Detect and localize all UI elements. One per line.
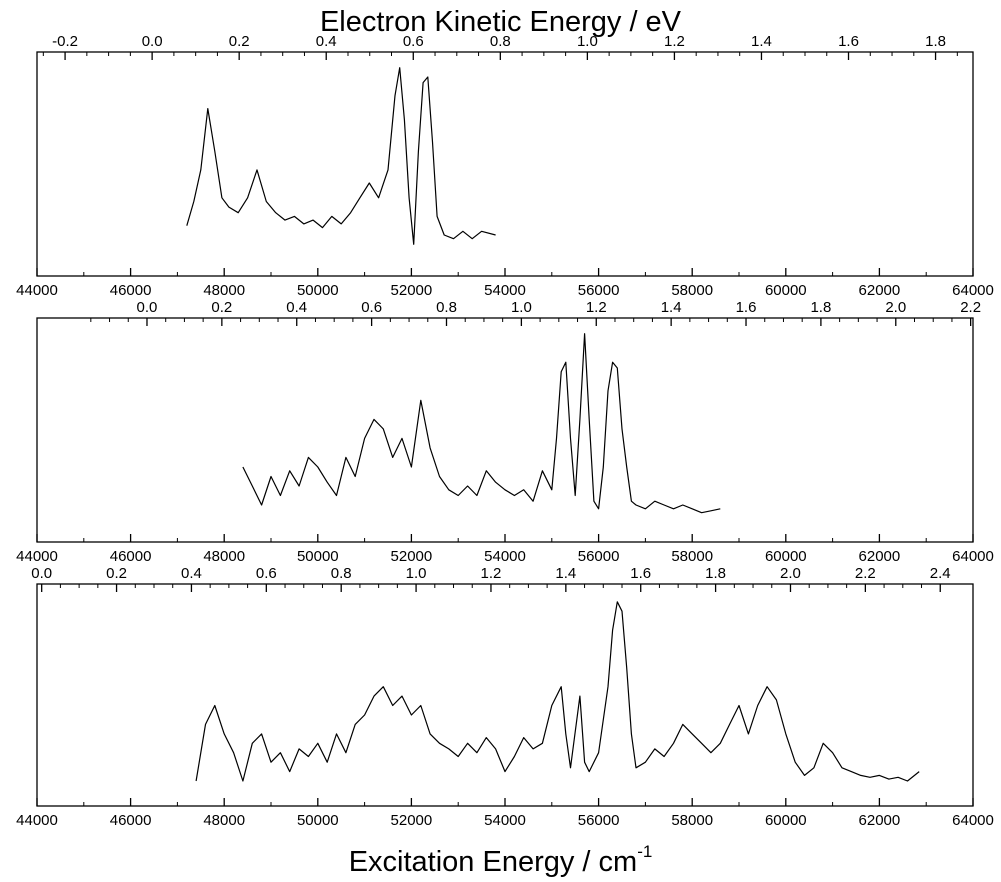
top-tick-label: 0.4 bbox=[316, 33, 337, 50]
top-tick-label: 1.6 bbox=[838, 33, 859, 50]
top-tick-label: 0.6 bbox=[361, 299, 382, 316]
top-tick-label: 0.2 bbox=[106, 565, 127, 582]
top-tick-label: -0.2 bbox=[52, 33, 78, 50]
top-tick-label: 1.6 bbox=[630, 565, 651, 582]
top-tick-label: 0.6 bbox=[403, 33, 424, 50]
top-tick-label: 2.2 bbox=[960, 299, 981, 316]
bottom-tick-label: 62000 bbox=[859, 548, 901, 565]
bottom-tick-label: 48000 bbox=[203, 812, 245, 829]
bottom-tick-label: 60000 bbox=[765, 812, 807, 829]
top-tick-label: 1.8 bbox=[810, 299, 831, 316]
bottom-tick-label: 60000 bbox=[765, 282, 807, 299]
spectrum-line bbox=[187, 68, 496, 245]
bottom-tick-label: 48000 bbox=[203, 282, 245, 299]
bottom-tick-label: 64000 bbox=[952, 548, 994, 565]
bottom-tick-label: 54000 bbox=[484, 812, 526, 829]
top-tick-label: 1.0 bbox=[577, 33, 598, 50]
bottom-tick-label: 56000 bbox=[578, 282, 620, 299]
bottom-tick-label: 58000 bbox=[671, 548, 713, 565]
bottom-tick-label: 46000 bbox=[110, 548, 152, 565]
top-tick-label: 0.2 bbox=[211, 299, 232, 316]
bottom-tick-label: 46000 bbox=[110, 282, 152, 299]
bottom-tick-label: 50000 bbox=[297, 812, 339, 829]
top-tick-label: 0.4 bbox=[286, 299, 307, 316]
top-tick-label: 0.0 bbox=[31, 565, 52, 582]
bottom-tick-label: 48000 bbox=[203, 548, 245, 565]
bottom-tick-label: 64000 bbox=[952, 282, 994, 299]
bottom-tick-label: 64000 bbox=[952, 812, 994, 829]
panel-3: 44000 46000 48000 50000 52000 54000 56000 58000… bbox=[16, 565, 994, 829]
top-tick-label: 0.6 bbox=[256, 565, 277, 582]
top-tick-label: 1.4 bbox=[661, 299, 682, 316]
spectrum-line bbox=[243, 334, 720, 513]
top-tick-label: 0.8 bbox=[490, 33, 511, 50]
bottom-tick-label: 54000 bbox=[484, 282, 526, 299]
bottom-tick-label: 52000 bbox=[391, 812, 433, 829]
bottom-tick-label: 62000 bbox=[859, 282, 901, 299]
top-tick-label: 0.2 bbox=[229, 33, 250, 50]
top-tick-label: 0.8 bbox=[436, 299, 457, 316]
bottom-tick-label: 56000 bbox=[578, 548, 620, 565]
plot-frame bbox=[37, 318, 973, 542]
top-tick-label: 1.8 bbox=[705, 565, 726, 582]
top-tick-label: 1.4 bbox=[751, 33, 772, 50]
top-tick-label: 1.6 bbox=[736, 299, 757, 316]
bottom-tick-label: 62000 bbox=[859, 812, 901, 829]
bottom-tick-label: 50000 bbox=[297, 282, 339, 299]
top-tick-label: 0.4 bbox=[181, 565, 202, 582]
spectrum-line bbox=[196, 602, 919, 781]
top-tick-label: 1.2 bbox=[481, 565, 502, 582]
plot-frame bbox=[37, 584, 973, 806]
bottom-tick-label: 60000 bbox=[765, 548, 807, 565]
bottom-axis-title-main: Excitation Energy / cm bbox=[349, 846, 638, 878]
bottom-tick-label: 50000 bbox=[297, 548, 339, 565]
top-tick-label: 0.0 bbox=[137, 299, 158, 316]
bottom-tick-label: 46000 bbox=[110, 812, 152, 829]
bottom-tick-label: 58000 bbox=[671, 812, 713, 829]
bottom-tick-label: 44000 bbox=[16, 812, 58, 829]
bottom-tick-label: 52000 bbox=[391, 548, 433, 565]
top-tick-label: 1.0 bbox=[511, 299, 532, 316]
top-tick-label: 2.0 bbox=[780, 565, 801, 582]
top-tick-label: 1.8 bbox=[925, 33, 946, 50]
plot-frame bbox=[37, 52, 973, 276]
panel-2: 44000 46000 48000 50000 52000 54000 56000 58000… bbox=[16, 299, 994, 565]
bottom-axis-title-superscript: -1 bbox=[637, 842, 652, 861]
bottom-tick-label: 56000 bbox=[578, 812, 620, 829]
top-tick-label: 1.2 bbox=[664, 33, 685, 50]
bottom-tick-label: 54000 bbox=[484, 548, 526, 565]
top-tick-label: 1.0 bbox=[406, 565, 427, 582]
top-tick-label: 2.4 bbox=[930, 565, 951, 582]
bottom-tick-label: 52000 bbox=[391, 282, 433, 299]
bottom-tick-label: 44000 bbox=[16, 548, 58, 565]
bottom-axis-title: Excitation Energy / cm-1 bbox=[0, 842, 1001, 879]
panel-1: 44000 46000 48000 50000 52000 54000 56000 58000… bbox=[16, 33, 994, 299]
top-tick-label: 1.4 bbox=[555, 565, 576, 582]
top-tick-label: 2.0 bbox=[885, 299, 906, 316]
top-tick-label: 0.8 bbox=[331, 565, 352, 582]
bottom-tick-label: 44000 bbox=[16, 282, 58, 299]
top-tick-label: 2.2 bbox=[855, 565, 876, 582]
bottom-tick-label: 58000 bbox=[671, 282, 713, 299]
top-tick-label: 1.2 bbox=[586, 299, 607, 316]
top-tick-label: 0.0 bbox=[142, 33, 163, 50]
